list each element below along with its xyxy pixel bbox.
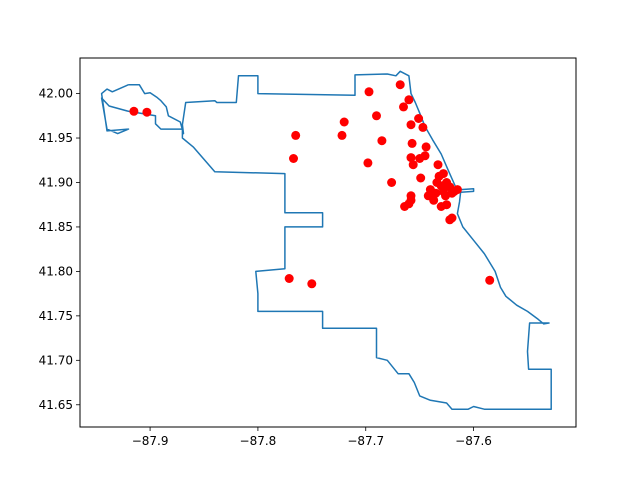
y-tick-label: 41.65	[39, 398, 73, 412]
location-point	[377, 136, 387, 146]
location-point	[395, 80, 405, 90]
y-tick-label: 41.90	[39, 175, 73, 189]
x-axis: −87.9 −87.8 −87.7 −87.6	[132, 427, 492, 448]
location-point	[387, 178, 397, 187]
y-axis: 41.65 41.70 41.75 41.80 41.85 41.90 41.95 42.00	[39, 87, 80, 412]
location-point	[406, 120, 416, 130]
location-point	[438, 169, 448, 179]
x-tick-label: −87.7	[347, 434, 384, 448]
location-point	[433, 160, 443, 170]
y-tick-label: 41.75	[39, 309, 73, 323]
location-point	[431, 188, 441, 198]
y-tick-label: 41.70	[39, 353, 73, 367]
location-point	[399, 102, 408, 112]
city-boundary-line	[100, 70, 552, 410]
x-tick-label: −87.6	[455, 434, 492, 448]
location-point	[363, 158, 373, 168]
location-point	[442, 200, 452, 210]
location-point	[364, 87, 374, 97]
location-point	[404, 95, 414, 105]
location-point	[284, 274, 294, 283]
location-point	[372, 111, 381, 121]
location-point	[452, 185, 462, 195]
location-point	[429, 195, 439, 205]
location-point	[404, 199, 414, 209]
location-point	[447, 213, 457, 223]
axes-frame	[79, 57, 577, 428]
location-point	[406, 153, 416, 163]
location-point	[142, 107, 152, 117]
plot-content	[100, 70, 552, 410]
location-point	[339, 117, 349, 127]
location-point	[416, 173, 426, 183]
location-point	[129, 106, 139, 116]
y-tick-label: 41.80	[39, 264, 73, 278]
location-point	[414, 114, 424, 123]
location-point	[407, 138, 417, 148]
location-point	[289, 154, 298, 163]
location-point	[485, 275, 495, 285]
location-point	[307, 279, 317, 289]
location-point	[418, 122, 428, 132]
location-point	[337, 130, 347, 140]
x-tick-label: −87.9	[132, 434, 169, 448]
location-point	[421, 142, 431, 152]
location-point	[420, 151, 430, 161]
location-point	[408, 160, 418, 170]
y-tick-label: 41.95	[39, 131, 73, 145]
location-point	[440, 180, 449, 190]
x-tick-label: −87.8	[240, 434, 277, 448]
location-point	[291, 130, 301, 140]
y-tick-label: 42.00	[39, 87, 73, 101]
y-tick-label: 41.85	[39, 220, 73, 234]
